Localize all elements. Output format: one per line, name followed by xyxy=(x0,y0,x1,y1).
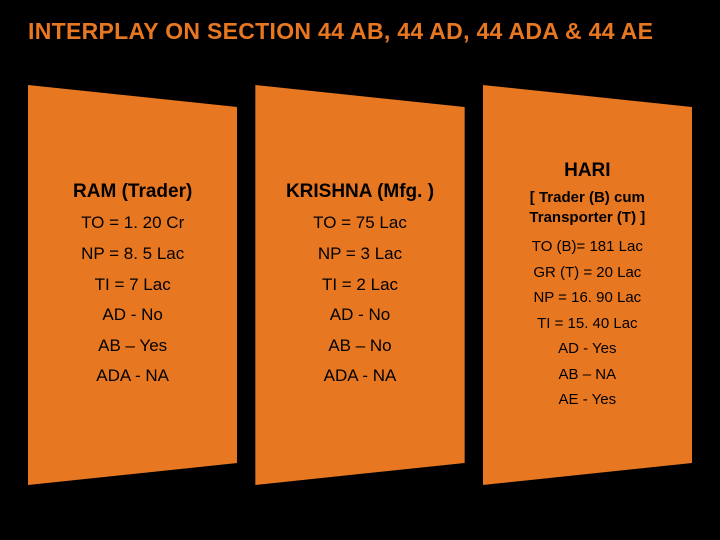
panel-1-line-1: NP = 8. 5 Lac xyxy=(81,239,184,270)
panel-1-wrap: RAM (Trader) TO = 1. 20 Cr NP = 8. 5 Lac… xyxy=(28,85,237,485)
panel-3-line-5: AB – NA xyxy=(559,362,617,388)
panel-1-line-4: AB – Yes xyxy=(98,331,167,362)
panel-3-line-0: TO (B)= 181 Lac xyxy=(532,234,643,260)
panel-2-line-0: TO = 75 Lac xyxy=(313,208,407,239)
panel-3-line-3: TI = 15. 40 Lac xyxy=(537,311,637,337)
panel-3-line-6: AE - Yes xyxy=(559,387,617,413)
panel-1-line-3: AD - No xyxy=(102,300,162,331)
panel-2-line-3: AD - No xyxy=(330,300,390,331)
panel-2-line-4: AB – No xyxy=(328,331,391,362)
panel-3-line-1: GR (T) = 20 Lac xyxy=(533,260,641,286)
panel-2-wrap: KRISHNA (Mfg. ) TO = 75 Lac NP = 3 Lac T… xyxy=(255,85,464,485)
panel-1-line-2: TI = 7 Lac xyxy=(95,270,171,301)
panel-1-line-5: ADA - NA xyxy=(96,361,169,392)
panel-2-heading: KRISHNA (Mfg. ) xyxy=(286,178,434,207)
panel-1: RAM (Trader) TO = 1. 20 Cr NP = 8. 5 Lac… xyxy=(28,85,237,485)
panel-3-wrap: HARI [ Trader (B) cum Transporter (T) ] … xyxy=(483,85,692,485)
slide-title: INTERPLAY ON SECTION 44 AB, 44 AD, 44 AD… xyxy=(0,0,720,45)
panel-2-line-1: NP = 3 Lac xyxy=(318,239,402,270)
panel-row: RAM (Trader) TO = 1. 20 Cr NP = 8. 5 Lac… xyxy=(0,45,720,485)
panel-3-heading: HARI xyxy=(564,157,610,186)
panel-1-heading: RAM (Trader) xyxy=(73,178,192,207)
panel-2: KRISHNA (Mfg. ) TO = 75 Lac NP = 3 Lac T… xyxy=(255,85,464,485)
panel-2-line-5: ADA - NA xyxy=(324,361,397,392)
panel-3-line-4: AD - Yes xyxy=(558,336,616,362)
panel-3-subheading: [ Trader (B) cum Transporter (T) ] xyxy=(489,188,686,229)
panel-3-line-2: NP = 16. 90 Lac xyxy=(533,285,641,311)
panel-3: HARI [ Trader (B) cum Transporter (T) ] … xyxy=(483,85,692,485)
panel-1-line-0: TO = 1. 20 Cr xyxy=(81,208,184,239)
panel-2-line-2: TI = 2 Lac xyxy=(322,270,398,301)
